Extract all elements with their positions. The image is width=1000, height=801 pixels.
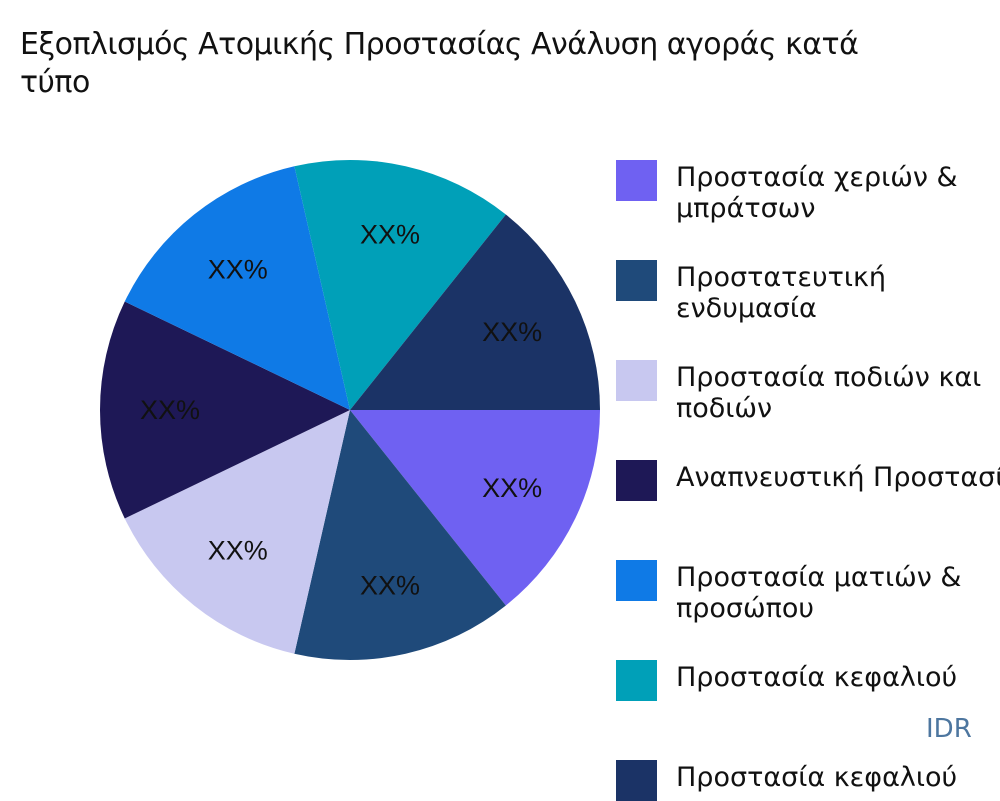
legend-swatch bbox=[616, 660, 657, 701]
legend-label: Αναπνευστική Προστασία bbox=[676, 462, 1000, 493]
chart-title-line: Εξοπλισμός Ατομικής Προστασίας Ανάλυση α… bbox=[20, 27, 859, 62]
pie-slice bbox=[350, 214, 600, 410]
legend-swatch bbox=[616, 260, 657, 301]
slice-data-label: XX% bbox=[360, 220, 420, 250]
legend-label-line: Προστασία χεριών & bbox=[676, 162, 958, 193]
pie-slice bbox=[100, 301, 350, 519]
chart-title: Εξοπλισμός Ατομικής Προστασίας Ανάλυση α… bbox=[20, 26, 1000, 102]
legend-swatch bbox=[616, 760, 657, 801]
pie-slice bbox=[294, 410, 506, 661]
slice-data-label: XX% bbox=[208, 254, 268, 284]
pie-slice bbox=[124, 410, 350, 654]
legend-label: Προστασία κεφαλιού bbox=[676, 662, 957, 693]
legend-swatch bbox=[616, 560, 657, 601]
pie-slice bbox=[350, 410, 600, 606]
pie-slice bbox=[124, 166, 350, 410]
legend-label-line: προσώπου bbox=[676, 593, 815, 624]
legend-label-line: ενδυμασία bbox=[676, 293, 817, 324]
legend-swatch bbox=[616, 360, 657, 401]
chart-title-line: τύπο bbox=[20, 65, 90, 100]
legend-label-line: Αναπνευστική Προστασία bbox=[676, 462, 1000, 493]
legend-swatch bbox=[616, 160, 657, 201]
slice-data-label: XX% bbox=[140, 395, 200, 425]
legend-label: Προστασία ποδιών και ποδιών bbox=[676, 362, 981, 424]
legend-label: Προστασία ματιών & προσώπου bbox=[676, 562, 961, 624]
slice-data-label: XX% bbox=[482, 473, 542, 503]
pie-slice bbox=[294, 159, 506, 410]
watermark-logo: IDR bbox=[926, 714, 972, 744]
legend-label-line: Προστασία ποδιών και bbox=[676, 362, 982, 393]
legend-label-line: ποδιών bbox=[676, 393, 773, 424]
legend-label-line: Προστασία κεφαλιού bbox=[676, 662, 958, 693]
legend-label-line: Προστασία ματιών & bbox=[676, 562, 962, 593]
legend-label-line: μπράτσων bbox=[676, 193, 816, 224]
slice-data-label: XX% bbox=[482, 317, 542, 347]
slice-data-label: XX% bbox=[208, 536, 268, 566]
legend-label-line: Προστατευτική bbox=[676, 262, 887, 293]
legend-swatch bbox=[616, 460, 657, 501]
legend-label: Προστασία κεφαλιού bbox=[676, 762, 957, 793]
legend-label: Προστατευτική ενδυμασία bbox=[676, 262, 886, 324]
legend-label-line: Προστασία κεφαλιού bbox=[676, 762, 958, 793]
slice-data-label: XX% bbox=[360, 570, 420, 600]
legend-label: Προστασία χεριών & μπράτσων bbox=[676, 162, 958, 224]
